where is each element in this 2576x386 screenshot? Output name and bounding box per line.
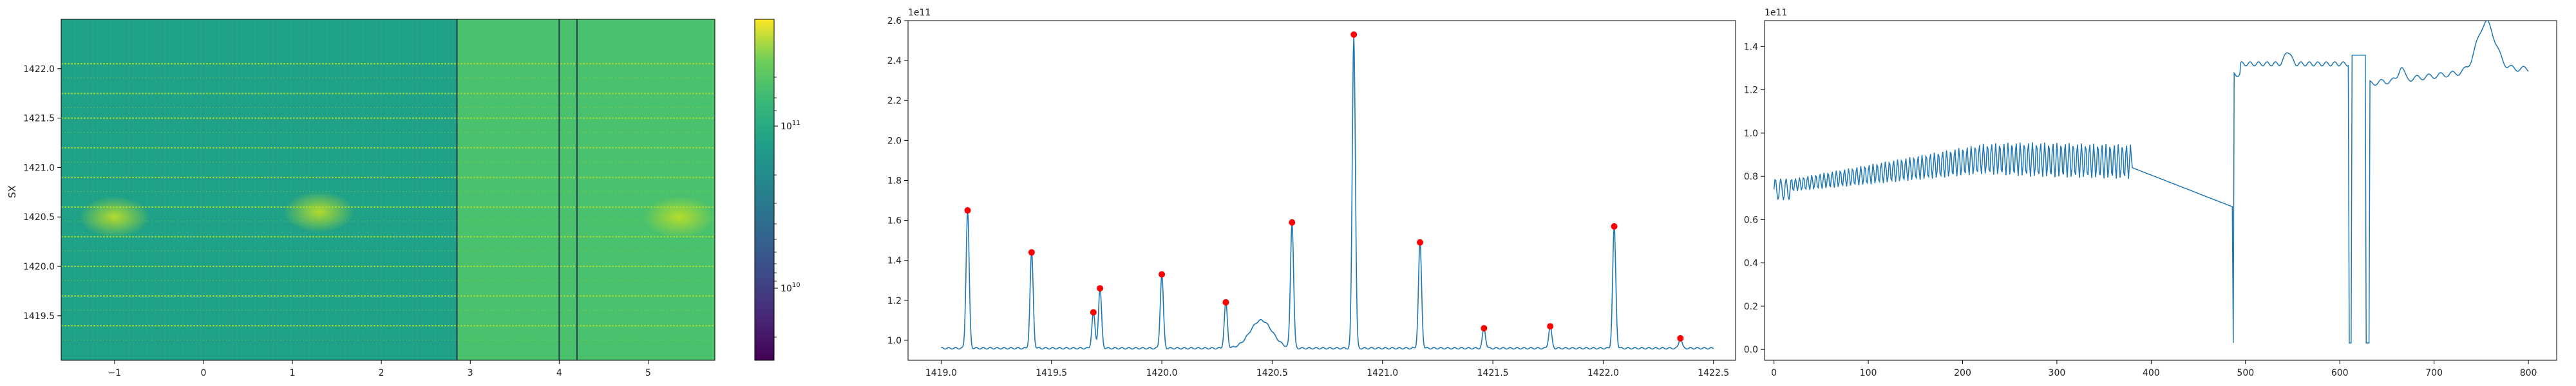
colorbar-minor-ticks bbox=[774, 77, 777, 338]
peaks-x-tick-label: 1419.0 bbox=[925, 368, 957, 378]
profile-plot bbox=[1773, 21, 2529, 344]
colorbar-tick-1e10: 1010 bbox=[774, 282, 800, 294]
peaks-frame bbox=[907, 20, 1736, 361]
peaks-series-line bbox=[941, 35, 1714, 350]
heatmap-hotspot bbox=[643, 196, 715, 238]
peaks-y-tick-label: 1.4 bbox=[887, 256, 902, 266]
peak-marker bbox=[1090, 309, 1097, 316]
colorbar-gradient bbox=[754, 19, 775, 361]
peak-marker bbox=[1097, 285, 1104, 292]
profile-y-tick-label: 1.4 bbox=[1744, 42, 1758, 52]
profile-x-tick-label: 600 bbox=[2331, 368, 2349, 378]
peak-marker bbox=[964, 207, 971, 214]
heatmap-ylabel: SX bbox=[6, 185, 18, 198]
profile-x-tick-label: 800 bbox=[2520, 368, 2537, 378]
heatmap-x-tick-label: 4 bbox=[556, 368, 562, 378]
profile-y-tick-label: 0.8 bbox=[1744, 172, 1758, 182]
peak-marker bbox=[1481, 325, 1488, 332]
peak-marker bbox=[1677, 335, 1684, 342]
profile-x-tick-label: 400 bbox=[2143, 368, 2160, 378]
heatmap-x-tick-label: 1 bbox=[290, 368, 296, 378]
peaks-x-tick-label: 1422.5 bbox=[1698, 368, 1729, 378]
profile-x-tick-label: 0 bbox=[1771, 368, 1777, 378]
heatmap-y-tick-label: 1420.0 bbox=[23, 262, 55, 272]
heatmap-left-region bbox=[61, 19, 457, 360]
svg-text:1010: 1010 bbox=[781, 282, 800, 294]
profile-x-tick-label: 700 bbox=[2425, 368, 2443, 378]
profile-x-tick-label: 300 bbox=[2049, 368, 2066, 378]
peak-marker bbox=[1416, 239, 1423, 246]
heatmap-hotspot bbox=[283, 191, 355, 233]
peaks-x-ticks: 1419.0 1419.5 1420.0 1420.5 1421.0 1421.5 1422… bbox=[925, 360, 1729, 378]
profile-y-ticks: 0.0 0.2 0.4 0.6 0.8 1.0 1.2 1.4 bbox=[1744, 42, 1765, 355]
peaks-y-tick-label: 2.2 bbox=[887, 96, 902, 106]
peaks-y-tick-label: 1.0 bbox=[887, 336, 902, 346]
heatmap-x-tick-label: 5 bbox=[645, 368, 651, 378]
peak-marker bbox=[1028, 249, 1035, 256]
peaks-x-tick-label: 1422.0 bbox=[1587, 368, 1619, 378]
profile-y-tick-label: 0.4 bbox=[1744, 259, 1758, 269]
profile-x-ticks: 0 100 200 300 400 500 600 700 800 bbox=[1771, 360, 2537, 378]
peaks-y-tick-label: 1.2 bbox=[887, 296, 902, 306]
peaks-x-tick-label: 1421.5 bbox=[1477, 368, 1509, 378]
profile-x-tick-label: 200 bbox=[1954, 368, 1971, 378]
peaks-y-tick-label: 1.8 bbox=[887, 176, 902, 186]
peak-marker bbox=[1611, 223, 1618, 230]
profile-y-tick-label: 0.6 bbox=[1744, 215, 1758, 225]
heatmap-x-tick-label: 2 bbox=[379, 368, 384, 378]
profile-y-tick-label: 1.2 bbox=[1744, 86, 1758, 96]
profile-x-tick-label: 100 bbox=[1860, 368, 1877, 378]
peaks-y-tick-label: 1.6 bbox=[887, 216, 902, 226]
heatmap-y-ticks: 1419.5 1420.0 1420.5 1421.0 1421.5 1422.0 bbox=[23, 64, 61, 322]
peaks-y-tick-label: 2.6 bbox=[887, 16, 902, 26]
heatmap-plot bbox=[61, 19, 715, 360]
heatmap-hotspot bbox=[79, 196, 150, 238]
peaks-plot bbox=[941, 31, 1714, 350]
peaks-x-tick-label: 1419.5 bbox=[1036, 368, 1067, 378]
profile-y-tick-label: 0.2 bbox=[1744, 302, 1758, 312]
colorbar-tick-1e11: 1011 bbox=[774, 120, 800, 132]
profile-series-line bbox=[1773, 21, 2529, 344]
heatmap-right-region bbox=[457, 19, 715, 360]
heatmap-x-tick-label: 0 bbox=[200, 368, 206, 378]
peak-marker bbox=[1350, 31, 1358, 38]
profile-frame bbox=[1764, 20, 2557, 361]
peaks-x-tick-label: 1420.0 bbox=[1146, 368, 1178, 378]
heatmap-frame bbox=[61, 19, 715, 361]
profile-y-tick-label: 0.0 bbox=[1744, 345, 1758, 355]
colorbar: 1011 1010 bbox=[754, 19, 800, 361]
heatmap-x-ticks: −1 0 1 2 3 4 5 bbox=[108, 360, 651, 378]
peaks-offset-text: 1e11 bbox=[908, 8, 931, 18]
heatmap-x-tick-label: 3 bbox=[468, 368, 473, 378]
peak-marker bbox=[1159, 271, 1166, 278]
peaks-y-ticks: 1.0 1.2 1.4 1.6 1.8 2.0 2.2 2.4 2.6 bbox=[887, 16, 908, 346]
heatmap-y-tick-label: 1421.5 bbox=[23, 114, 55, 124]
peaks-x-tick-label: 1421.0 bbox=[1367, 368, 1398, 378]
profile-x-tick-label: 500 bbox=[2237, 368, 2254, 378]
peaks-y-tick-label: 2.4 bbox=[887, 56, 902, 66]
heatmap-y-tick-label: 1421.0 bbox=[23, 163, 55, 173]
peaks-y-tick-label: 2.0 bbox=[887, 136, 902, 146]
heatmap-y-tick-label: 1422.0 bbox=[23, 64, 55, 75]
peaks-chart: 1419.0 1419.5 1420.0 1420.5 1421.0 1421.5 1422… bbox=[887, 8, 1736, 378]
peak-marker bbox=[1222, 299, 1229, 306]
profile-offset-text: 1e11 bbox=[1765, 8, 1787, 18]
svg-text:1011: 1011 bbox=[781, 120, 800, 132]
heatmap-chart: −1 0 1 2 3 4 5 1419.51420.01420.51421.01421.51… bbox=[6, 19, 800, 378]
peak-marker bbox=[1289, 219, 1296, 226]
peak-marker bbox=[1547, 323, 1554, 330]
heatmap-x-tick-label: −1 bbox=[108, 368, 122, 378]
profile-y-tick-label: 1.0 bbox=[1744, 129, 1758, 139]
heatmap-y-tick-label: 1420.5 bbox=[23, 212, 55, 223]
profile-chart: 0 100 200 300 400 500 600 700 800 0.00.20.40.60.… bbox=[1744, 8, 2557, 378]
peaks-x-tick-label: 1420.5 bbox=[1256, 368, 1288, 378]
heatmap-y-tick-label: 1419.5 bbox=[23, 311, 55, 322]
